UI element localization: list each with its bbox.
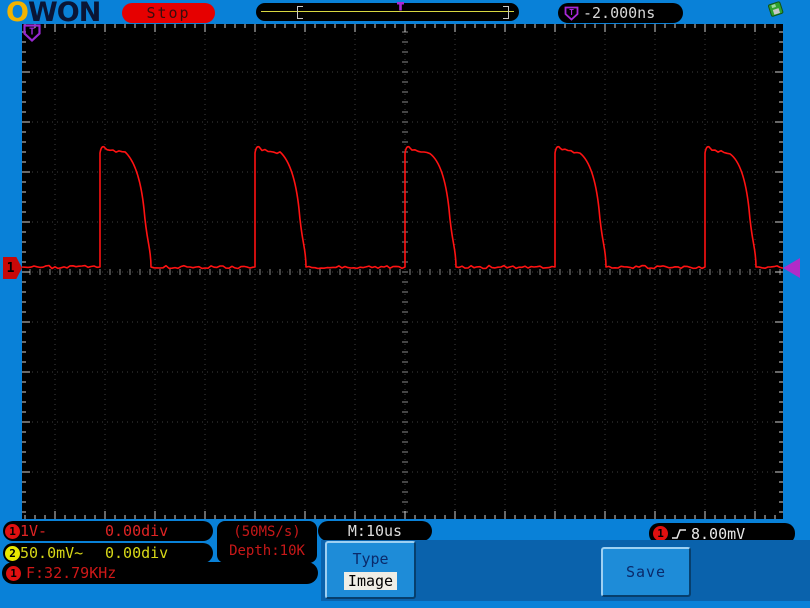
trigger-level-value: 8.00mV: [691, 524, 746, 543]
trigger-position-line: [261, 11, 514, 12]
timebase-readout: M:10us: [318, 521, 432, 541]
ch1-scale: 1V-: [20, 522, 48, 540]
run-stop-indicator[interactable]: Stop: [122, 3, 215, 23]
owon-logo: OWON: [6, 0, 101, 28]
ch1-badge: 1: [5, 523, 20, 539]
trigger-level-arrow-icon[interactable]: [783, 258, 800, 278]
svg-text:T: T: [569, 8, 574, 17]
trigger-channel-badge: 1: [653, 526, 668, 541]
trigger-level-readout: 1 8.00mV: [649, 523, 795, 544]
ch1-waveform: [22, 145, 783, 270]
type-softkey-button[interactable]: Type Image: [325, 541, 416, 599]
ch2-offset: 0.00div: [105, 544, 169, 562]
graticule: [22, 24, 783, 519]
trigger-point-marker-icon: T: [23, 24, 41, 42]
ch2-badge: 2: [5, 545, 20, 561]
trigger-window-bracket-left-icon: [297, 6, 303, 19]
trigger-t-icon: T: [564, 6, 579, 21]
save-softkey-button[interactable]: Save: [601, 547, 691, 597]
trigger-position-marker-icon: [397, 2, 404, 11]
memory-depth: Depth:10K: [229, 543, 305, 559]
ch1-status-readout: 1 1V- 0.00div: [3, 521, 213, 541]
svg-text:T: T: [29, 27, 35, 38]
ch1-position-marker[interactable]: 1: [3, 257, 22, 279]
rising-edge-icon: [672, 528, 686, 539]
trigger-time-readout: T -2.000ns: [558, 3, 683, 23]
acquisition-readout: (50MS/s) Depth:10K: [217, 521, 317, 563]
usb-storage-icon: [768, 1, 784, 17]
sample-rate: (50MS/s): [233, 524, 301, 540]
trigger-position-bar: [256, 2, 519, 21]
frequency-readout: 1 F:32.79KHz: [2, 562, 318, 584]
ch1-offset: 0.00div: [105, 522, 169, 540]
type-label: Type: [352, 550, 389, 568]
waveform-display: T: [22, 24, 783, 519]
trigger-window-bracket-right-icon: [503, 6, 509, 19]
logo-won: WON: [27, 0, 101, 28]
save-label: Save: [625, 563, 667, 581]
frequency-value: F:32.79KHz: [26, 564, 117, 582]
type-value: Image: [343, 572, 398, 590]
ch2-status-readout: 2 50.0mV~ 0.00div: [3, 543, 213, 563]
trigger-time-value: -2.000ns: [583, 4, 656, 22]
logo-o: O: [6, 0, 29, 28]
freq-channel-badge: 1: [6, 565, 21, 581]
ch2-scale: 50.0mV~: [20, 544, 84, 562]
